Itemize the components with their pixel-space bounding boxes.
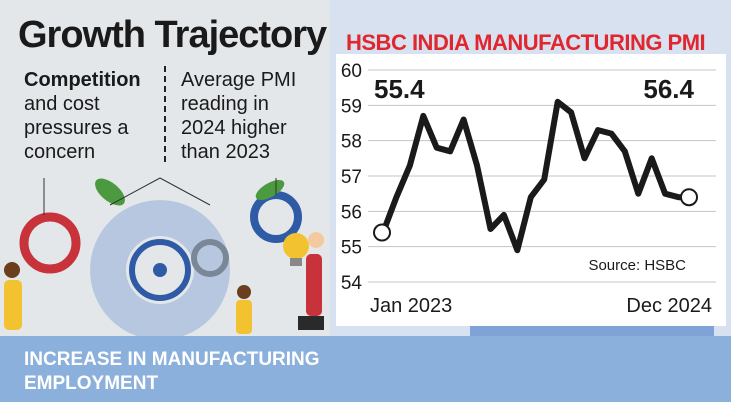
pmi-series-line [380,98,695,254]
note-pmi-line: Average PMI [181,69,297,91]
banner-line: INCREASE IN MANUFACTURING [24,349,320,370]
y-tick-label: 56 [341,202,362,223]
leaf-icon [95,178,285,206]
note-competition-line: concern [24,141,96,163]
banner-heading: INCREASE IN MANUFACTURING EMPLOYMENT [24,348,334,396]
note-competition: Competition and cost pressures a concern [24,68,159,164]
y-tick-label: 58 [341,132,362,153]
note-pmi-line: than 2023 [181,141,270,163]
note-average-pmi: Average PMI reading in 2024 higher than … [181,68,331,164]
note-pmi-line: reading in [181,93,269,115]
y-tick-label: 59 [341,96,362,117]
source-label: Source: HSBC [588,257,686,274]
y-tick-label: 57 [341,167,362,188]
x-start-label: Jan 2023 [370,295,452,317]
y-tick-label: 54 [341,273,363,294]
start-value-label: 55.4 [374,74,425,104]
note-pmi-line: 2024 higher [181,117,287,139]
note-competition-line: and cost [24,93,100,115]
start-point-marker [373,223,391,242]
headline: Growth Trajectory [18,14,327,56]
divider-dashed [164,66,166,162]
bottom-banner [0,336,731,402]
banner-line: EMPLOYMENT [24,373,159,394]
chart-title: HSBC INDIA MANUFACTURING PMI [346,30,706,55]
y-tick-label: 60 [341,61,362,82]
person-figure-icon [4,232,324,334]
note-competition-bold: Competition [24,69,141,91]
x-end-label: Dec 2024 [626,295,712,317]
cogwheel-illustration [19,191,302,340]
light-bulb-icon [283,233,309,266]
y-tick-label: 55 [341,238,362,259]
end-value-label: 56.4 [643,74,694,104]
end-point-marker [680,188,698,207]
note-competition-line: pressures a [24,117,129,139]
hanging-strings [43,177,277,215]
